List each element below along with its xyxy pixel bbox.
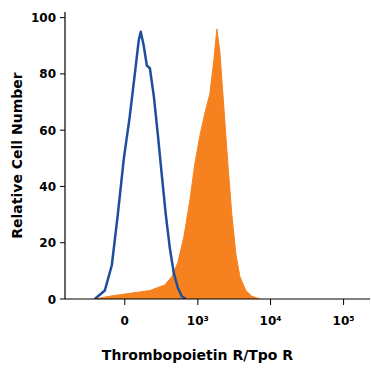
y-tick-label: 80: [39, 67, 56, 81]
y-tick: [60, 299, 65, 300]
histogram-area: [95, 29, 260, 299]
chart: 0 20 40 60 80 100 0 10³ 10⁴ 10⁵ Thrombopoietin R/T…: [0, 0, 371, 372]
x-tick-label: 0: [121, 314, 129, 328]
x-tick-label: 10⁴: [260, 314, 282, 328]
y-tick-label: 60: [39, 124, 56, 138]
x-tick: [124, 299, 125, 305]
y-axis-line: [64, 12, 65, 299]
y-axis-title: Relative Cell Number: [9, 72, 25, 239]
y-tick-label: 0: [48, 293, 56, 307]
histogram-line: [95, 32, 186, 299]
x-axis-title: Thrombopoietin R/Tpo R: [102, 347, 293, 363]
y-tick-label: 100: [31, 11, 56, 25]
y-tick: [60, 186, 65, 187]
x-tick: [197, 299, 198, 305]
x-tick-label: 10³: [187, 314, 209, 328]
x-tick-label: 10⁵: [333, 314, 355, 328]
y-tick: [60, 73, 65, 74]
y-tick: [60, 17, 65, 18]
y-tick: [60, 242, 65, 243]
x-tick: [343, 299, 344, 305]
x-tick: [270, 299, 271, 305]
x-axis-line: [65, 298, 370, 299]
y-tick-label: 20: [39, 236, 56, 250]
y-tick: [60, 130, 65, 131]
y-tick-label: 40: [39, 180, 56, 194]
plot-area: [95, 29, 260, 299]
